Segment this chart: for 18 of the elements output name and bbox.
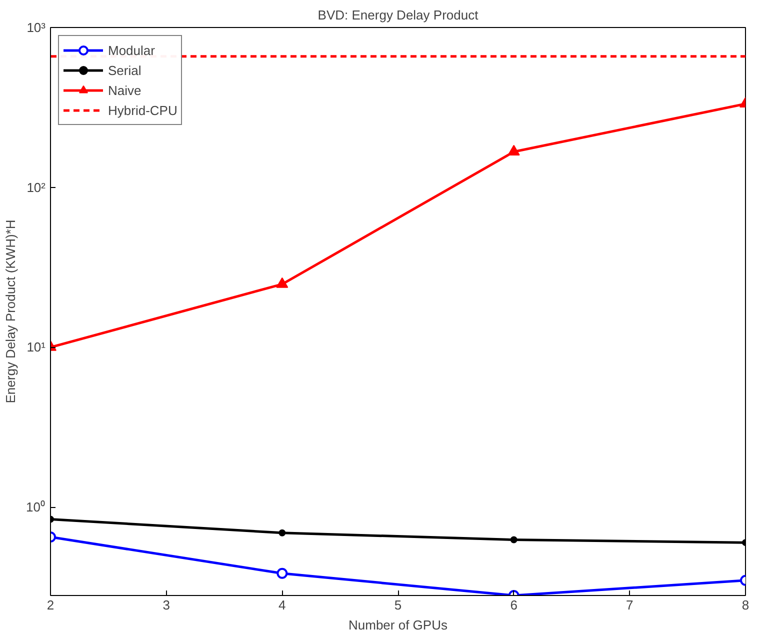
y-tick-label: 10¹	[26, 340, 46, 355]
x-tick-label: 3	[162, 598, 170, 612]
legend-label: Serial	[108, 62, 142, 78]
legend-label: Naive	[108, 82, 142, 98]
chart-title: BVD: Energy Delay Product	[318, 8, 479, 22]
legend-label: Modular	[108, 42, 155, 58]
x-axis-title: Number of GPUs	[348, 618, 448, 632]
legend-label: Hybrid-CPU	[108, 102, 178, 118]
x-tick-label: 6	[510, 598, 518, 612]
y-axis-title: Energy Delay Product (KWH)*H	[3, 220, 18, 404]
x-tick-label: 5	[394, 598, 402, 612]
x-tick-label: 2	[46, 598, 54, 612]
x-tick-label: 7	[626, 598, 634, 612]
x-tick-label: 4	[278, 598, 286, 612]
y-tick-label: 10²	[26, 180, 46, 195]
y-tick-label: 10⁰	[26, 500, 46, 515]
x-tick-label: 8	[742, 598, 750, 612]
y-tick-label: 10³	[26, 20, 46, 35]
